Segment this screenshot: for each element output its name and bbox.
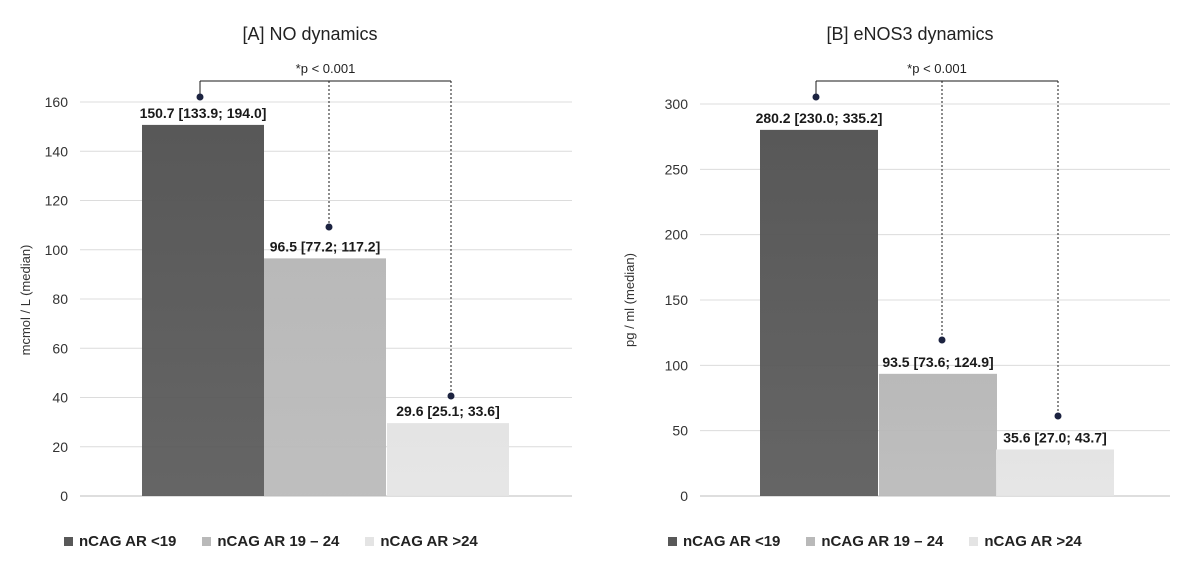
chart-panel-no: [A] NO dynamics 0 20 40 60 80 100 120 140 160 mcmo… — [18, 24, 572, 550]
y-tick-label: 0 — [60, 488, 68, 504]
data-label: 96.5 [77.2; 117.2] — [270, 238, 381, 254]
y-tick-label: 300 — [665, 96, 689, 112]
legend-swatch — [64, 537, 73, 546]
data-label: 29.6 [25.1; 33.6] — [396, 403, 500, 419]
legend-label: nCAG AR >24 — [984, 533, 1082, 550]
legend-item: nCAG AR <19 — [668, 533, 780, 550]
significance-annotation: *p < 0.001 — [907, 61, 967, 76]
y-tick-label: 40 — [52, 390, 68, 406]
chart-title: [B] eNOS3 dynamics — [826, 24, 993, 44]
legend-swatch — [202, 537, 212, 546]
y-tick-label: 20 — [52, 439, 68, 455]
y-tick-label: 60 — [52, 340, 68, 356]
bar — [879, 373, 997, 496]
bar — [996, 449, 1114, 496]
bracket-marker — [447, 392, 455, 400]
y-tick-label: 100 — [665, 357, 689, 373]
y-tick-label: 50 — [672, 423, 688, 439]
legend-item: nCAG AR 19 – 24 — [202, 533, 339, 550]
legend-label: nCAG AR <19 — [683, 533, 781, 550]
legend-label: nCAG AR >24 — [380, 533, 478, 550]
y-tick-label: 120 — [45, 193, 69, 209]
significance-annotation: *p < 0.001 — [296, 61, 356, 76]
legend-item: nCAG AR 19 – 24 — [806, 533, 943, 550]
y-tick-label: 80 — [52, 291, 68, 307]
bracket-marker — [1054, 412, 1062, 420]
legend-swatch — [969, 537, 979, 546]
legend-enos3: nCAG AR <19 nCAG AR 19 – 24 nCAG AR >24 — [668, 533, 1082, 550]
bracket-marker — [938, 336, 946, 344]
y-tick-label: 150 — [665, 292, 689, 308]
legend-item: nCAG AR <19 — [64, 533, 176, 550]
y-axis-label: pg / ml (median) — [622, 253, 637, 347]
legend-item: nCAG AR >24 — [365, 533, 478, 550]
bracket-marker — [812, 93, 820, 101]
legend-item: nCAG AR >24 — [969, 533, 1082, 550]
bar — [264, 258, 386, 496]
y-axis-label: mcmol / L (median) — [18, 245, 33, 356]
chart-title: [A] NO dynamics — [242, 24, 377, 44]
y-tick-label: 200 — [665, 227, 689, 243]
legend-swatch — [668, 537, 677, 546]
y-tick-label: 140 — [45, 143, 69, 159]
bar — [760, 129, 878, 496]
bracket-marker — [196, 93, 204, 101]
legend-label: nCAG AR <19 — [79, 533, 177, 550]
y-tick-label: 160 — [45, 94, 69, 110]
y-tick-label: 100 — [45, 242, 69, 258]
data-label: 280.2 [230.0; 335.2] — [756, 110, 883, 126]
bar — [387, 423, 509, 496]
legend-swatch — [806, 537, 816, 546]
data-label: 93.5 [73.6; 124.9] — [882, 354, 993, 370]
data-label: 150.7 [133.9; 194.0] — [140, 105, 267, 121]
bar — [142, 124, 264, 497]
legend-label: nCAG AR 19 – 24 — [821, 533, 944, 550]
legend-no: nCAG AR <19 nCAG AR 19 – 24 nCAG AR >24 — [64, 533, 478, 550]
y-tick-label: 0 — [680, 488, 688, 504]
no-dynamics-chart: [A] NO dynamics 0 20 40 60 80 100 120 140 160 mcmo… — [18, 24, 572, 504]
chart-panel-enos3: [B] eNOS3 dynamics 0 50 100 150 200 250 300 pg /… — [600, 0, 1200, 574]
data-label: 35.6 [27.0; 43.7] — [1003, 429, 1107, 445]
enos3-dynamics-chart: [B] eNOS3 dynamics 0 50 100 150 200 250 300 pg /… — [622, 24, 1170, 504]
legend-label: nCAG AR 19 – 24 — [217, 533, 340, 550]
legend-swatch — [365, 537, 375, 546]
y-tick-label: 250 — [665, 161, 689, 177]
bracket-marker — [325, 223, 333, 231]
